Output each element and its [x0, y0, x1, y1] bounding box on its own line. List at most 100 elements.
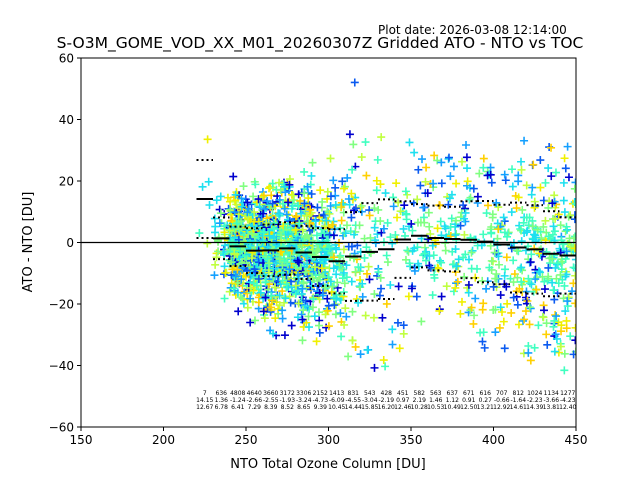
scatter-point — [495, 323, 504, 332]
scatter-point — [215, 205, 224, 214]
scatter-point — [442, 282, 451, 291]
scatter-point — [513, 273, 522, 282]
scatter-point — [366, 249, 375, 258]
scatter-point — [305, 323, 314, 332]
bin-std-label: 6.41 — [231, 404, 245, 411]
bin-std-label: 15.85 — [361, 404, 378, 411]
scatter-point — [280, 331, 289, 340]
bin-mean-label: 1.12 — [446, 397, 460, 404]
scatter-point — [297, 209, 306, 218]
scatter-point — [214, 247, 223, 256]
scatter-point — [328, 282, 337, 291]
scatter-point — [376, 180, 385, 189]
scatter-point — [539, 313, 548, 322]
scatter-point — [260, 314, 269, 323]
scatter-point — [292, 212, 301, 221]
scatter-point — [560, 208, 569, 217]
scatter-point — [275, 291, 284, 300]
scatter-point — [496, 303, 505, 312]
scatter-point — [459, 253, 468, 262]
scatter-point — [502, 253, 511, 262]
scatter-point — [524, 221, 533, 230]
scatter-point — [491, 305, 500, 314]
scatter-point — [561, 272, 570, 281]
scatter-point — [313, 203, 322, 212]
scatter-point — [536, 268, 545, 277]
scatter-point — [285, 197, 294, 206]
scatter-point — [410, 244, 419, 253]
scatter-point — [285, 217, 294, 226]
scatter-point — [479, 154, 488, 163]
scatter-point — [320, 229, 329, 238]
scatter-point — [275, 178, 284, 187]
scatter-point — [278, 199, 287, 208]
bin-count-label: 812 — [513, 390, 525, 397]
scatter-point — [517, 165, 526, 174]
scatter-point — [435, 306, 444, 315]
scatter-point — [344, 195, 353, 204]
scatter-point — [449, 162, 458, 171]
scatter-point — [486, 170, 495, 179]
scatter-point — [516, 225, 525, 233]
scatter-point — [570, 198, 576, 207]
scatter-point — [479, 163, 488, 172]
scatter-point — [570, 244, 576, 253]
scatter-point — [254, 195, 263, 204]
scatter-point — [569, 263, 576, 272]
y-tick-label: −60 — [49, 421, 74, 435]
scatter-point — [312, 247, 321, 256]
scatter-point — [237, 194, 246, 203]
scatter-point — [282, 210, 291, 219]
scatter-point — [243, 225, 252, 234]
scatter-point — [195, 229, 204, 238]
scatter-point — [383, 258, 392, 267]
scatter-point — [549, 222, 558, 231]
bin-mean-label: 14.15 — [196, 397, 213, 404]
scatter-point — [548, 254, 557, 263]
scatter-point — [325, 243, 334, 252]
scatter-point — [421, 177, 430, 186]
scatter-point — [252, 281, 261, 290]
scatter-point — [307, 171, 316, 180]
scatter-point — [250, 217, 259, 226]
scatter-point — [284, 215, 293, 224]
scatter-point — [317, 264, 326, 273]
scatter-point — [374, 268, 383, 277]
scatter-point — [527, 190, 536, 199]
scatter-point — [525, 279, 534, 288]
scatter-point — [247, 254, 256, 263]
scatter-point — [556, 270, 565, 279]
scatter-point — [408, 226, 417, 235]
scatter-point — [527, 250, 536, 259]
scatter-point — [525, 303, 534, 312]
scatter-point — [318, 197, 327, 206]
scatter-point — [561, 227, 570, 236]
scatter-point — [285, 265, 294, 274]
y-tick-label: 20 — [59, 175, 74, 189]
scatter-point — [379, 356, 388, 365]
scatter-point — [452, 229, 461, 238]
bin-std-label: 12.40 — [559, 404, 576, 411]
scatter-point — [467, 248, 476, 257]
scatter-point — [479, 299, 488, 308]
scatter-point — [562, 222, 571, 231]
bin-count-label: 616 — [480, 390, 492, 397]
scatter-point — [514, 171, 523, 180]
scatter-point — [514, 247, 523, 256]
scatter-point — [473, 192, 482, 201]
x-tick-label: 450 — [565, 433, 588, 447]
scatter-point — [530, 343, 539, 352]
scatter-point — [219, 270, 228, 279]
scatter-point — [551, 263, 560, 272]
scatter-point — [323, 294, 332, 303]
scatter-point — [304, 194, 313, 203]
bin-count-label: 4640 — [247, 390, 262, 397]
scatter-point — [216, 209, 225, 218]
scatter-point — [446, 172, 455, 181]
scatter-point — [301, 268, 310, 277]
scatter-point — [301, 249, 310, 258]
scatter-point — [261, 278, 270, 287]
scatter-point — [563, 297, 572, 306]
scatter-point — [389, 202, 398, 211]
